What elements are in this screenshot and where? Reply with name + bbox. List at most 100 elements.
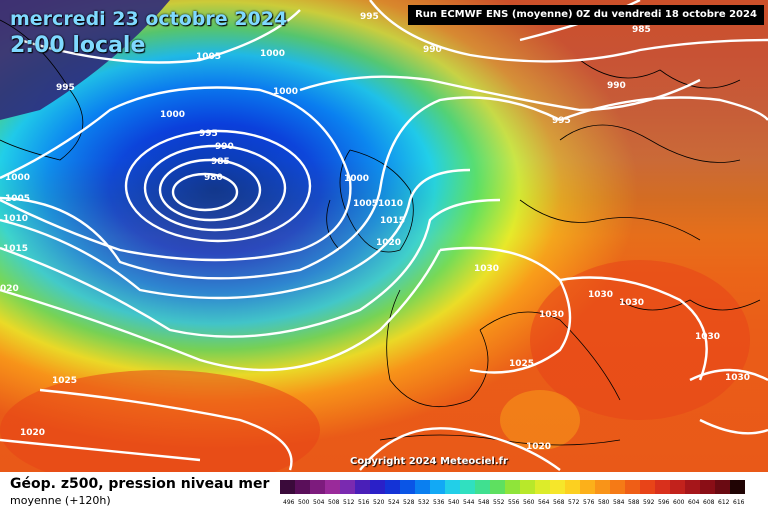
isobar-label: 1005 (353, 199, 378, 209)
warm-area-africa (500, 390, 580, 450)
scale-tick-label: 524 (388, 499, 400, 506)
isobar-label: 980 (204, 173, 223, 183)
scale-tick-label: 500 (298, 499, 310, 506)
isobar-label: 1030 (588, 290, 613, 300)
isobar-label: 1000 (273, 87, 298, 97)
isobar-label: 1020 (20, 428, 45, 438)
scale-tick-label: 608 (703, 499, 715, 506)
isobar-labels: 995 990 985 1005 1000 1000 995 1000 995 … (0, 12, 750, 452)
isobar-label: 1000 (160, 110, 185, 120)
scale-tick-label: 584 (613, 499, 625, 506)
isobar-label: 1030 (725, 373, 750, 383)
isobar-label: 1030 (539, 310, 564, 320)
isobar-label: 1030 (619, 298, 644, 308)
scale-cell (325, 480, 340, 494)
scale-cell (475, 480, 490, 494)
scale-tick-label: 556 (508, 499, 520, 506)
isobar-label: 1020 (376, 238, 401, 248)
map-svg: 995 990 985 1005 1000 1000 995 1000 995 … (0, 0, 768, 472)
isobars (0, 0, 768, 470)
scale-cell (670, 480, 685, 494)
scale-cell (310, 480, 325, 494)
forecast-date: mercredi 23 octobre 2024 (10, 8, 288, 30)
scale-tick-label: 596 (658, 499, 670, 506)
scale-tick-label: 612 (718, 499, 730, 506)
scale-cell (550, 480, 565, 494)
isobar-label: 1000 (344, 174, 369, 184)
scale-cell (430, 480, 445, 494)
scale-cell (355, 480, 370, 494)
isobar-label: 995 (56, 83, 75, 93)
isobar-label: 995 (360, 12, 379, 22)
isobar-label: 1010 (3, 214, 28, 224)
scale-cell (580, 480, 595, 494)
isobar-label: 020 (0, 284, 19, 294)
scale-cell (295, 480, 310, 494)
isobar-label: 995 (552, 116, 571, 126)
cold-core-northwest (0, 0, 170, 120)
scale-tick-label: 536 (433, 499, 445, 506)
scale-cell (730, 480, 745, 494)
scale-tick-label: 572 (568, 499, 580, 506)
legend: Géop. z500, pression niveau mer moyenne … (0, 472, 768, 512)
scale-tick-label: 516 (358, 499, 370, 506)
scale-tick-label: 548 (478, 499, 490, 506)
legend-title: Géop. z500, pression niveau mer (10, 476, 270, 492)
isobar-label: 985 (211, 157, 230, 167)
scale-cell (685, 480, 700, 494)
isobar-label: 985 (632, 25, 651, 35)
scale-tick-label: 560 (523, 499, 535, 506)
weather-map: 995 990 985 1005 1000 1000 995 1000 995 … (0, 0, 768, 472)
scale-tick-label: 512 (343, 499, 355, 506)
scale-cell (655, 480, 670, 494)
scale-cell (535, 480, 550, 494)
scale-tick-label: 592 (643, 499, 655, 506)
scale-tick-label: 520 (373, 499, 385, 506)
isobar-label: 990 (423, 45, 442, 55)
scale-cell (700, 480, 715, 494)
scale-cell (715, 480, 730, 494)
scale-tick-label: 604 (688, 499, 700, 506)
isobar-label: 1030 (695, 332, 720, 342)
scale-cell (280, 480, 295, 494)
scale-tick-label: 588 (628, 499, 640, 506)
scale-tick-label: 600 (673, 499, 685, 506)
scale-cell (400, 480, 415, 494)
run-info: Run ECMWF ENS (moyenne) 0Z du vendredi 1… (408, 5, 764, 25)
isobar-label: 995 (199, 129, 218, 139)
scale-tick-label: 564 (538, 499, 550, 506)
scale-cell (460, 480, 475, 494)
color-scale (280, 480, 745, 494)
scale-cell (640, 480, 655, 494)
scale-tick-label: 616 (733, 499, 745, 506)
copyright: Copyright 2024 Meteociel.fr (350, 456, 508, 467)
scale-tick-label: 576 (583, 499, 595, 506)
scale-tick-label: 580 (598, 499, 610, 506)
isobar-label: 1025 (509, 359, 534, 369)
scale-cell (625, 480, 640, 494)
scale-cell (490, 480, 505, 494)
isobar-label: 1015 (3, 244, 28, 254)
scale-cell (415, 480, 430, 494)
legend-subtitle: moyenne (+120h) (10, 494, 111, 507)
scale-cell (385, 480, 400, 494)
scale-cell (370, 480, 385, 494)
scale-cell (505, 480, 520, 494)
scale-tick-label: 532 (418, 499, 430, 506)
scale-cell (565, 480, 580, 494)
forecast-time: 2:00 locale (10, 33, 146, 58)
scale-tick-label: 504 (313, 499, 325, 506)
isobar-label: 1000 (260, 49, 285, 59)
scale-tick-label: 552 (493, 499, 505, 506)
scale-cell (610, 480, 625, 494)
scale-tick-label: 508 (328, 499, 340, 506)
scale-tick-label: 544 (463, 499, 475, 506)
scale-cell (445, 480, 460, 494)
scale-ticks: 496 500 504 508 512 516 520 524 528 532 536 540 544 5… (283, 499, 748, 506)
warm-area-east (530, 260, 750, 420)
isobar-label: 1015 (380, 216, 405, 226)
coastlines (0, 19, 761, 446)
isobar-label: 1010 (378, 199, 403, 209)
scale-tick-label: 496 (283, 499, 295, 506)
scale-cell (520, 480, 535, 494)
